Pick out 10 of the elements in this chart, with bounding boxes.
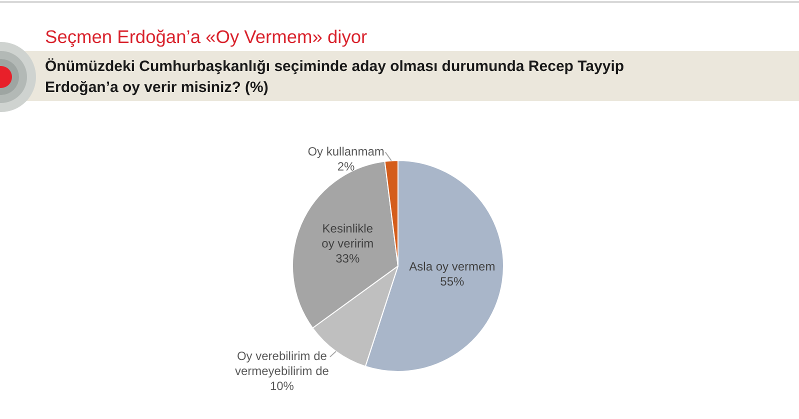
slice-label: Oy kullanmam — [308, 144, 384, 159]
slice-label: Oy verebilirim de vermeyebilirim de — [234, 349, 330, 378]
data-label: 10% — [270, 379, 294, 394]
slice-label: Kesinlikle oy veririm — [322, 222, 374, 251]
chart-title: Seçmen Erdoğan’a «Oy Vermem» diyor — [45, 26, 368, 47]
data-label: 33% — [336, 252, 360, 266]
chart-subtitle: Önümüzdeki Cumhurbaşkanlığı seçiminde aday olması durumunda Recep Tayyip Erdoğan’a oy verir misiniz? (%) — [45, 57, 626, 98]
slice-label: Asla oy vermem — [409, 259, 496, 274]
data-label: 55% — [440, 274, 465, 288]
data-label: 2% — [337, 160, 356, 174]
